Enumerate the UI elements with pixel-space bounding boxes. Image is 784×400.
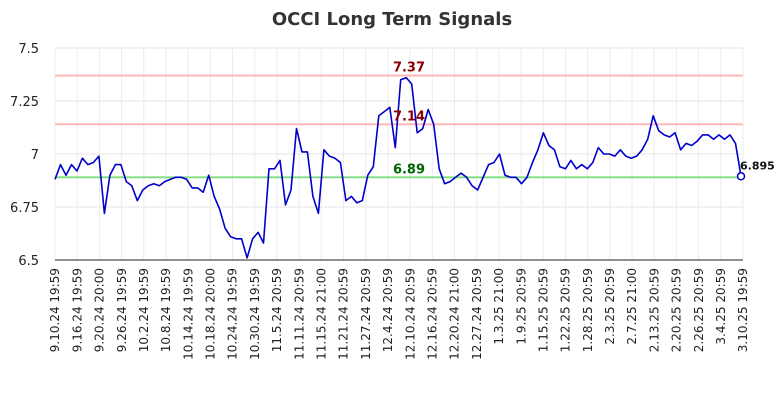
reference-lines	[55, 74, 743, 179]
reference-labels: 7.37 7.14 6.89	[393, 61, 425, 178]
reference-line-label: 7.14	[393, 109, 425, 124]
x-tick-label: 10.2.24 19:59	[137, 268, 151, 352]
series-layer: 6.895	[54, 76, 775, 259]
x-tick-label: 11.11.24 20:59	[292, 268, 306, 360]
x-tick-label: 10.30.24 19:59	[248, 268, 262, 360]
x-tick-label: 2.26.25 20:59	[692, 268, 706, 352]
x-tick-label: 9.10.24 19:59	[48, 268, 62, 352]
chart-title: OCCI Long Term Signals	[272, 9, 512, 30]
x-tick-label: 2.20.25 20:59	[670, 268, 684, 352]
x-tick-label: 9.26.24 19:59	[115, 268, 129, 352]
x-tick-label: 9.16.24 19:59	[70, 268, 84, 352]
reference-line-label: 7.37	[393, 61, 425, 76]
y-tick-label: 6.75	[10, 201, 39, 216]
x-tick-label: 3.10.25 19:59	[736, 268, 750, 352]
x-tick-label: 3.4.25 20:59	[714, 268, 728, 345]
reference-line-label: 6.89	[393, 162, 425, 177]
x-tick-label: 12.27.24 20:59	[470, 268, 484, 360]
x-tick-label: 1.9.25 20:59	[514, 268, 528, 345]
x-axis: 9.10.24 19:59 9.16.24 19:59 9.20.24 20:00 9…	[48, 259, 750, 360]
series-line	[54, 76, 742, 259]
x-tick-label: 10.24.24 19:59	[226, 268, 240, 360]
x-tick-label: 2.3.25 20:59	[603, 268, 617, 345]
x-tick-label: 12.20.24 21:00	[448, 268, 462, 360]
x-tick-label: 12.10.24 20:59	[403, 268, 417, 360]
x-tick-label: 2.7.25 21:00	[625, 268, 639, 345]
x-tick-label: 1.28.25 20:59	[581, 268, 595, 352]
x-tick-label: 1.22.25 20:59	[559, 268, 573, 352]
last-point-marker	[736, 172, 746, 181]
last-value-label: 6.895	[740, 159, 775, 172]
x-tick-label: 12.4.24 20:59	[381, 268, 395, 352]
x-tick-label: 11.5.24 20:59	[270, 268, 284, 352]
y-tick-label: 7.5	[18, 42, 39, 57]
x-tick-label: 2.13.25 20:59	[647, 268, 661, 352]
x-tick-label: 12.16.24 20:59	[425, 268, 439, 360]
y-tick-label: 7.25	[10, 95, 39, 110]
grid-lines	[54, 47, 744, 261]
x-tick-label: 9.20.24 20:00	[93, 268, 107, 352]
x-tick-label: 11.27.24 20:59	[359, 268, 373, 360]
x-tick-label: 11.21.24 20:59	[337, 268, 351, 360]
y-tick-label: 6.5	[18, 254, 39, 269]
x-tick-label: 1.3.25 21:00	[492, 268, 506, 345]
y-tick-label: 7	[31, 148, 39, 163]
x-tick-label: 10.14.24 19:59	[181, 268, 195, 360]
x-tick-label: 10.8.24 19:59	[159, 268, 173, 352]
x-tick-label: 1.15.25 20:59	[536, 268, 550, 352]
x-tick-label: 11.15.24 21:00	[315, 268, 329, 360]
x-tick-label: 10.18.24 20:00	[204, 268, 218, 360]
y-axis: 6.5 6.75 7 7.25 7.5	[10, 42, 39, 269]
